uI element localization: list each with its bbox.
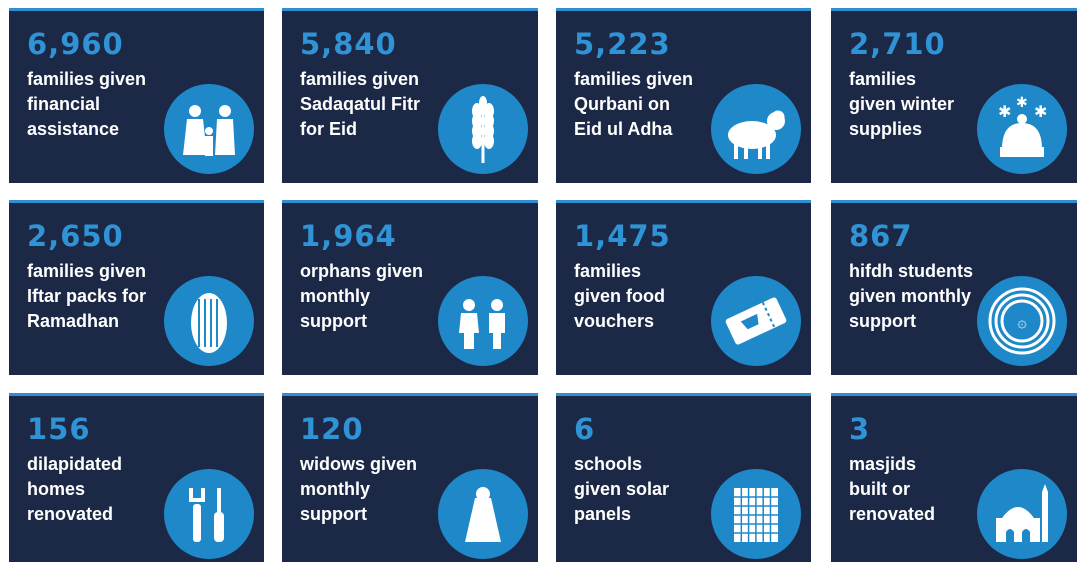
stat-number: 1,475 <box>574 219 671 253</box>
stat-card: 2,710 families given winter supplies ✱ ✱ ✱ <box>831 8 1077 183</box>
label-line: Sadaqatul Fitr <box>300 94 421 114</box>
label-line: homes <box>27 479 86 499</box>
stat-label: families given Qurbani on Eid ul Adha <box>574 67 693 142</box>
icon <box>977 469 1067 559</box>
stat-label: masjids built or renovated <box>849 452 935 527</box>
label-line: masjids <box>849 454 917 474</box>
label-line: vouchers <box>574 311 655 331</box>
stat-number: 3 <box>849 412 871 446</box>
stat-card: 5,223 families given Qurbani on Eid ul Adha <box>556 8 811 183</box>
label-line: dilapidated <box>27 454 123 474</box>
icon <box>438 469 528 559</box>
stat-number: 5,840 <box>300 27 397 61</box>
label-line: support <box>849 311 916 331</box>
label-line: families given <box>27 261 147 281</box>
icon: ۞ <box>977 276 1067 366</box>
stat-card: 1,964 orphans given monthly support <box>282 200 538 375</box>
label-line: widows given <box>300 454 418 474</box>
stat-number: 5,223 <box>574 27 671 61</box>
stat-card: 120 widows given monthly support <box>282 393 538 562</box>
stat-label: dilapidated homes renovated <box>27 452 122 527</box>
svg-text:✱: ✱ <box>998 102 1011 121</box>
label-line: Eid ul Adha <box>574 119 673 139</box>
stat-label: hifdh students given monthly support <box>849 259 973 334</box>
stat-card: 6,960 families given financial assistance <box>9 8 264 183</box>
label-line: given monthly <box>849 286 972 306</box>
stat-number: 2,650 <box>27 219 124 253</box>
svg-text:✱: ✱ <box>1016 95 1028 111</box>
label-line: families <box>849 69 917 89</box>
stat-label: widows given monthly support <box>300 452 417 527</box>
label-line: renovated <box>849 504 936 524</box>
stat-number: 867 <box>849 219 913 253</box>
stat-card: 6 schools given solar panels <box>556 393 811 562</box>
label-line: families <box>574 261 642 281</box>
stat-label: families given winter supplies <box>849 67 954 142</box>
label-line: renovated <box>27 504 114 524</box>
stat-number: 120 <box>300 412 364 446</box>
icon <box>164 276 254 366</box>
stat-label: families given Sadaqatul Fitr for Eid <box>300 67 420 142</box>
icon: ✱ ✱ ✱ <box>977 84 1067 174</box>
stat-number: 1,964 <box>300 219 397 253</box>
stat-label: families given food vouchers <box>574 259 665 334</box>
stat-card: 867 hifdh students given monthly support ۞ <box>831 200 1077 375</box>
label-line: support <box>300 311 367 331</box>
label-line: panels <box>574 504 632 524</box>
stat-card: 156 dilapidated homes renovated <box>9 393 264 562</box>
icon <box>164 469 254 559</box>
label-line: Iftar packs for <box>27 286 147 306</box>
label-line: families given <box>300 69 420 89</box>
label-line: built or <box>849 479 910 499</box>
label-line: for Eid <box>300 119 357 139</box>
label-line: Qurbani on <box>574 94 670 114</box>
stat-card: 3 masjids built or renovated <box>831 393 1077 562</box>
label-line: Ramadhan <box>27 311 120 331</box>
stat-label: orphans given monthly support <box>300 259 423 334</box>
icon <box>711 276 801 366</box>
label-line: assistance <box>27 119 120 139</box>
stat-card: 2,650 families given Iftar packs for Ramadh… <box>9 200 264 375</box>
icon <box>711 84 801 174</box>
label-line: families given <box>574 69 694 89</box>
icon <box>711 469 801 559</box>
stat-label: families given financial assistance <box>27 67 146 142</box>
stat-number: 6 <box>574 412 596 446</box>
stat-number: 6,960 <box>27 27 124 61</box>
label-line: support <box>300 504 367 524</box>
label-line: given winter <box>849 94 955 114</box>
icon <box>164 84 254 174</box>
label-line: monthly <box>300 479 370 499</box>
label-line: orphans given <box>300 261 424 281</box>
label-line: hifdh students <box>849 261 973 281</box>
label-line: supplies <box>849 119 923 139</box>
label-line: given solar <box>574 479 670 499</box>
icon <box>438 84 528 174</box>
stat-card: 5,840 families given Sadaqatul Fitr for Eid <box>282 8 538 183</box>
svg-text:۞: ۞ <box>1017 312 1027 331</box>
stat-label: families given Iftar packs for Ramadhan <box>27 259 146 334</box>
stat-label: schools given solar panels <box>574 452 669 527</box>
icon <box>438 276 528 366</box>
svg-text:✱: ✱ <box>1034 102 1047 121</box>
label-line: financial <box>27 94 101 114</box>
label-line: schools <box>574 454 643 474</box>
stat-number: 2,710 <box>849 27 946 61</box>
label-line: families given <box>27 69 147 89</box>
stat-card: 1,475 families given food vouchers <box>556 200 811 375</box>
stat-number: 156 <box>27 412 91 446</box>
label-line: given food <box>574 286 665 306</box>
label-line: monthly <box>300 286 370 306</box>
